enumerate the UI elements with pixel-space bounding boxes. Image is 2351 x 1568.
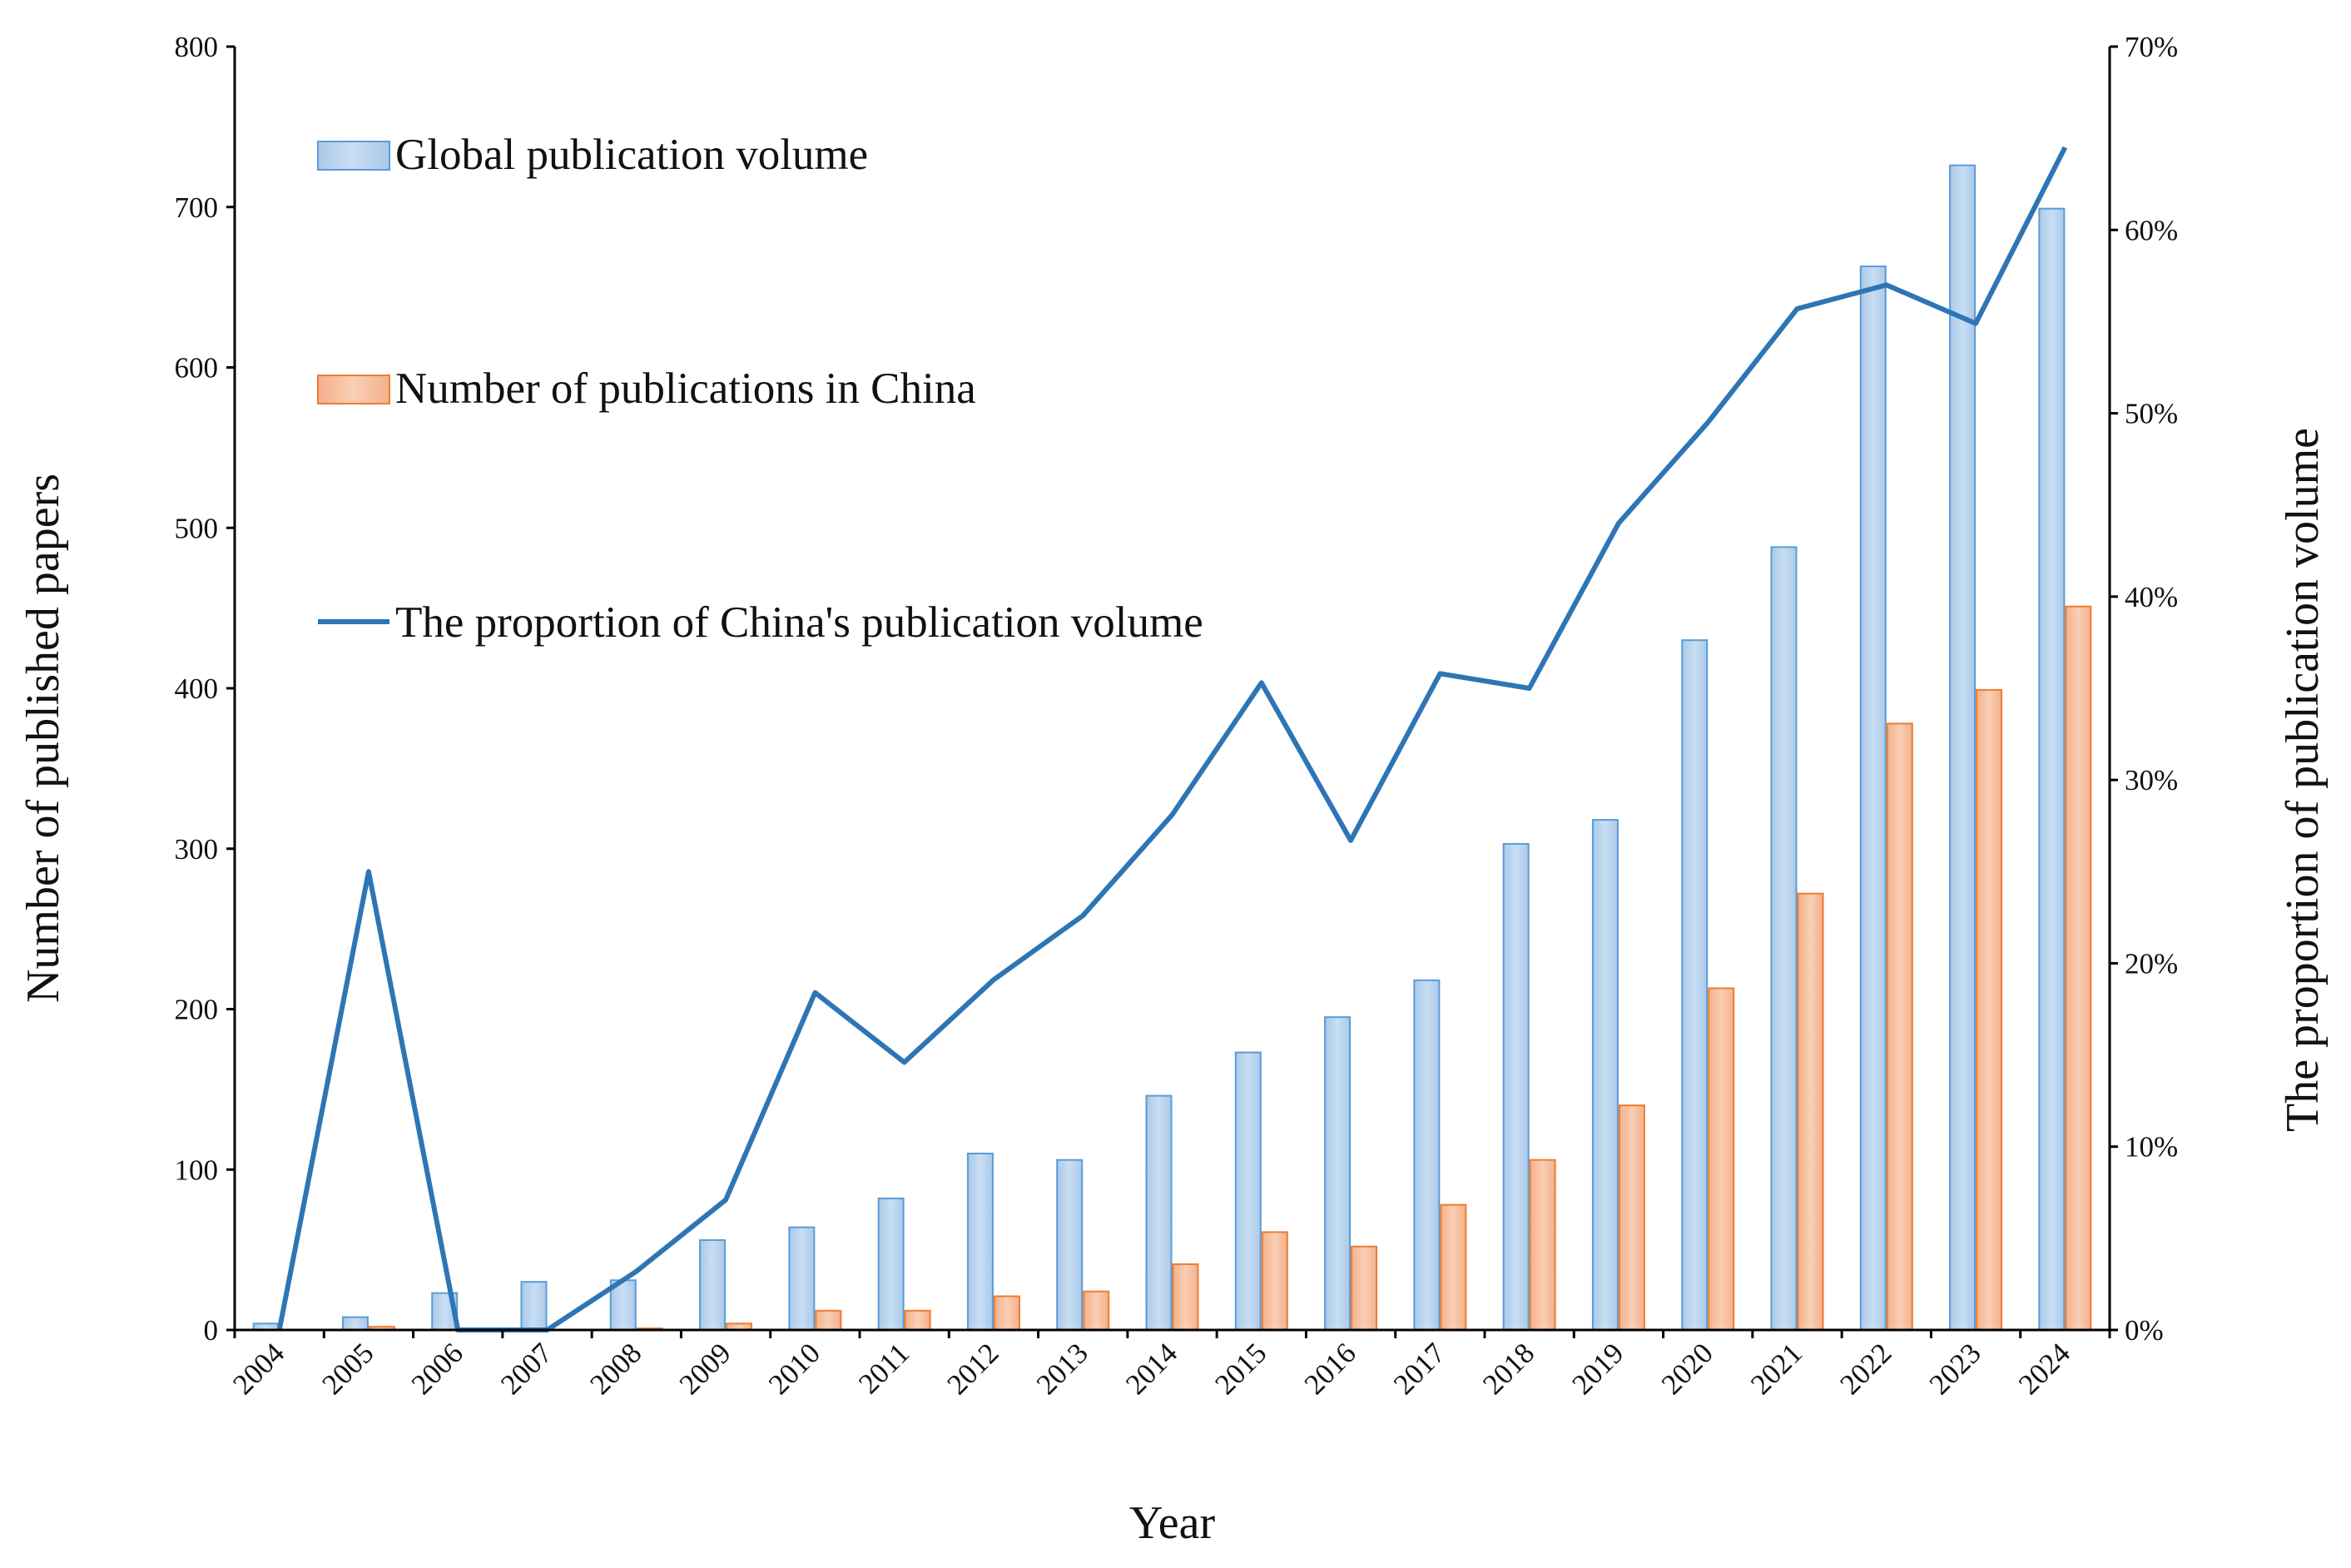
bar-china-2010 [816,1311,841,1330]
x-tick-label: 2006 [405,1337,469,1401]
bar-global-2009 [700,1240,725,1330]
x-tick-label: 2016 [1298,1337,1362,1401]
y2-tick-label: 60% [2125,214,2178,246]
legend-swatch-global [318,141,389,170]
y-tick-label: 400 [175,672,219,705]
x-tick-label: 2021 [1744,1337,1808,1401]
bar-china-2018 [1530,1160,1555,1330]
bar-global-2011 [879,1198,904,1330]
x-tick-label: 2019 [1566,1337,1630,1401]
y2-tick-label: 50% [2125,398,2178,430]
bar-global-2016 [1325,1017,1350,1330]
bar-global-2007 [522,1282,547,1330]
bar-china-2011 [905,1311,930,1330]
y-axis-title: Number of published papers [17,474,69,1003]
x-tick-label: 2024 [2012,1337,2076,1401]
bar-china-2022 [1887,723,1912,1330]
x-tick-label: 2012 [941,1337,1005,1401]
x-tick-label: 2015 [1208,1337,1272,1401]
y-tick-label: 0 [204,1314,219,1347]
x-tick-label: 2009 [673,1337,737,1401]
bar-global-2021 [1772,547,1797,1330]
y2-tick-label: 10% [2125,1131,2178,1164]
y-tick-label: 500 [175,512,219,544]
x-tick-label: 2014 [1119,1337,1183,1401]
x-tick-label: 2011 [852,1337,915,1400]
bar-global-2014 [1147,1096,1172,1330]
x-tick-label: 2010 [762,1337,826,1401]
bar-global-2005 [343,1317,368,1330]
x-tick-label: 2022 [1833,1337,1897,1401]
y2-tick-label: 40% [2125,581,2178,613]
y2-tick-label: 0% [2125,1314,2164,1347]
bar-global-2024 [2039,209,2064,1330]
x-tick-label: 2013 [1030,1337,1094,1401]
bar-global-2023 [1950,166,1975,1330]
y2-tick-label: 30% [2125,764,2178,796]
y2-axis-title: The proportion of publication volume [2277,428,2329,1132]
x-tick-label: 2020 [1655,1337,1719,1401]
bar-china-2015 [1262,1232,1287,1330]
bar-global-2015 [1236,1053,1261,1330]
legend-label-china: Number of publications in China [395,365,976,413]
x-tick-label: 2005 [316,1337,380,1401]
bar-china-2024 [2066,607,2091,1330]
legend-label-proportion: The proportion of China's publication vo… [395,598,1203,647]
y-tick-label: 600 [175,352,219,385]
y-tick-label: 100 [175,1154,219,1186]
bar-china-2023 [1977,690,2001,1330]
bar-china-2016 [1352,1247,1376,1330]
x-tick-label: 2018 [1476,1337,1540,1401]
bar-global-2017 [1414,980,1439,1330]
x-tick-label: 2023 [1923,1337,1987,1401]
bar-global-2010 [789,1228,814,1330]
y2-tick-label: 20% [2125,947,2178,980]
y-tick-label: 200 [175,994,219,1026]
x-tick-label: 2007 [494,1337,558,1401]
y-tick-label: 800 [175,31,219,63]
bar-global-2020 [1682,640,1707,1330]
y-tick-label: 700 [175,191,219,224]
bar-global-2019 [1593,820,1618,1330]
bar-china-2017 [1441,1205,1466,1330]
bar-china-2021 [1798,894,1823,1330]
y2-tick-label: 70% [2125,31,2178,63]
bar-china-2012 [994,1297,1019,1330]
bar-china-2020 [1709,988,1733,1330]
bar-global-2018 [1504,844,1529,1330]
x-tick-label: 2008 [583,1337,647,1401]
legend-swatch-china [318,375,389,404]
bar-china-2013 [1084,1292,1109,1330]
bar-china-2014 [1173,1264,1198,1330]
y-tick-label: 300 [175,833,219,866]
x-axis-title: Year [1129,1497,1216,1549]
x-tick-label: 2017 [1387,1337,1451,1401]
legend-label-global: Global publication volume [395,131,868,179]
bar-global-2012 [968,1154,993,1330]
x-tick-label: 2004 [226,1337,290,1401]
bar-global-2013 [1057,1160,1082,1330]
bar-global-2022 [1861,266,1886,1330]
bar-china-2019 [1619,1105,1644,1330]
